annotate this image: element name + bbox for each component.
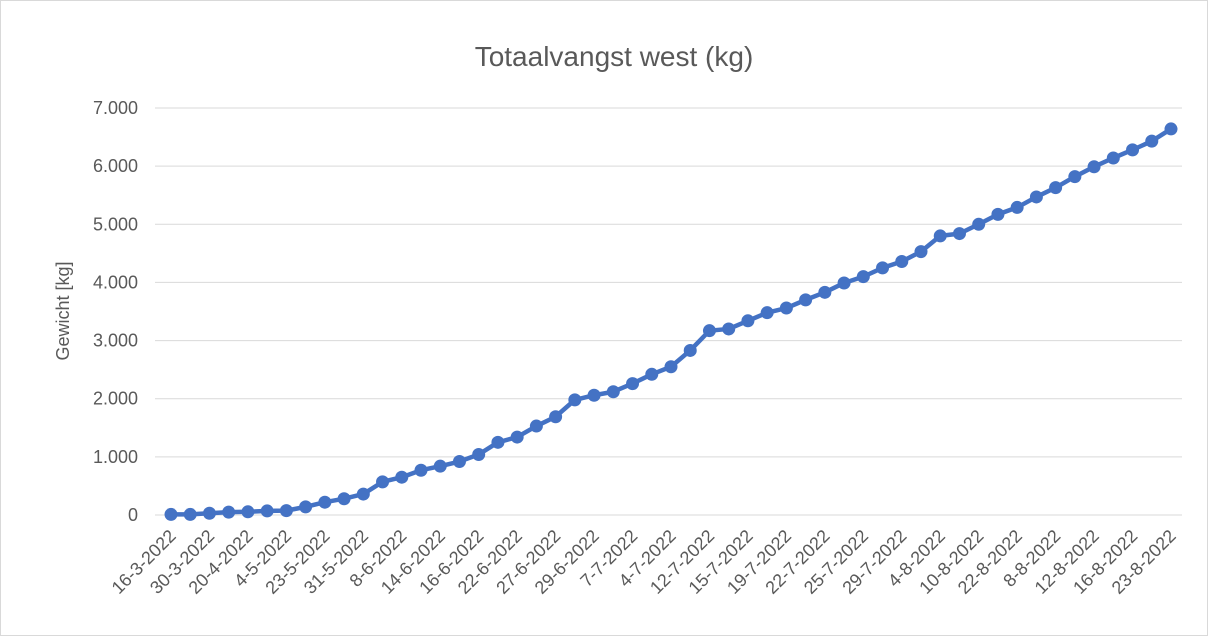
data-point [856, 270, 870, 284]
data-point [972, 217, 986, 231]
data-point [1029, 190, 1043, 204]
data-point [356, 487, 370, 501]
data-point [799, 293, 813, 307]
data-point [318, 495, 332, 509]
data-point [914, 245, 928, 259]
data-point [837, 276, 851, 290]
data-point [876, 261, 890, 275]
data-point [222, 505, 236, 519]
data-point [183, 507, 197, 521]
data-point [1164, 122, 1178, 136]
data-point [722, 322, 736, 336]
data-point [895, 254, 909, 268]
data-point [529, 419, 543, 433]
data-point [818, 285, 832, 299]
data-point [1087, 160, 1101, 174]
data-point [626, 377, 640, 391]
data-point [1106, 151, 1120, 165]
data-point [1126, 143, 1140, 157]
y-tick-label: 0 [128, 505, 138, 525]
y-axis-label: Gewicht [kg] [53, 261, 73, 360]
data-point [683, 343, 697, 357]
data-point [241, 505, 255, 519]
data-point [664, 360, 678, 374]
data-point [1010, 200, 1024, 214]
data-point [741, 314, 755, 328]
data-point [779, 301, 793, 315]
data-point [164, 507, 178, 521]
data-point [549, 410, 563, 424]
data-point [1068, 170, 1082, 184]
data-point [279, 504, 293, 518]
chart-title: Totaalvangst west (kg) [475, 41, 754, 72]
data-point [606, 385, 620, 399]
data-point [587, 388, 601, 402]
data-point [395, 470, 409, 484]
data-point [568, 393, 582, 407]
y-tick-label: 3.000 [93, 331, 138, 351]
y-tick-label: 5.000 [93, 214, 138, 234]
data-point [702, 324, 716, 338]
data-point [472, 448, 486, 462]
y-tick-label: 2.000 [93, 389, 138, 409]
data-point [1049, 181, 1063, 195]
data-point [933, 229, 947, 243]
y-tick-label: 6.000 [93, 156, 138, 176]
data-point [760, 306, 774, 320]
data-point [414, 463, 428, 477]
data-point [645, 367, 659, 381]
data-point [1145, 134, 1159, 148]
data-point [952, 227, 966, 241]
data-point [202, 506, 216, 520]
y-tick-label: 1.000 [93, 447, 138, 467]
data-point [452, 455, 466, 469]
y-tick-label: 7.000 [93, 98, 138, 118]
y-tick-label: 4.000 [93, 272, 138, 292]
data-point [337, 492, 351, 506]
data-point [260, 504, 274, 518]
data-point [433, 459, 447, 473]
data-point [299, 500, 313, 514]
data-point [510, 430, 524, 444]
data-point [991, 207, 1005, 221]
data-point [491, 435, 505, 449]
data-point [376, 475, 390, 489]
